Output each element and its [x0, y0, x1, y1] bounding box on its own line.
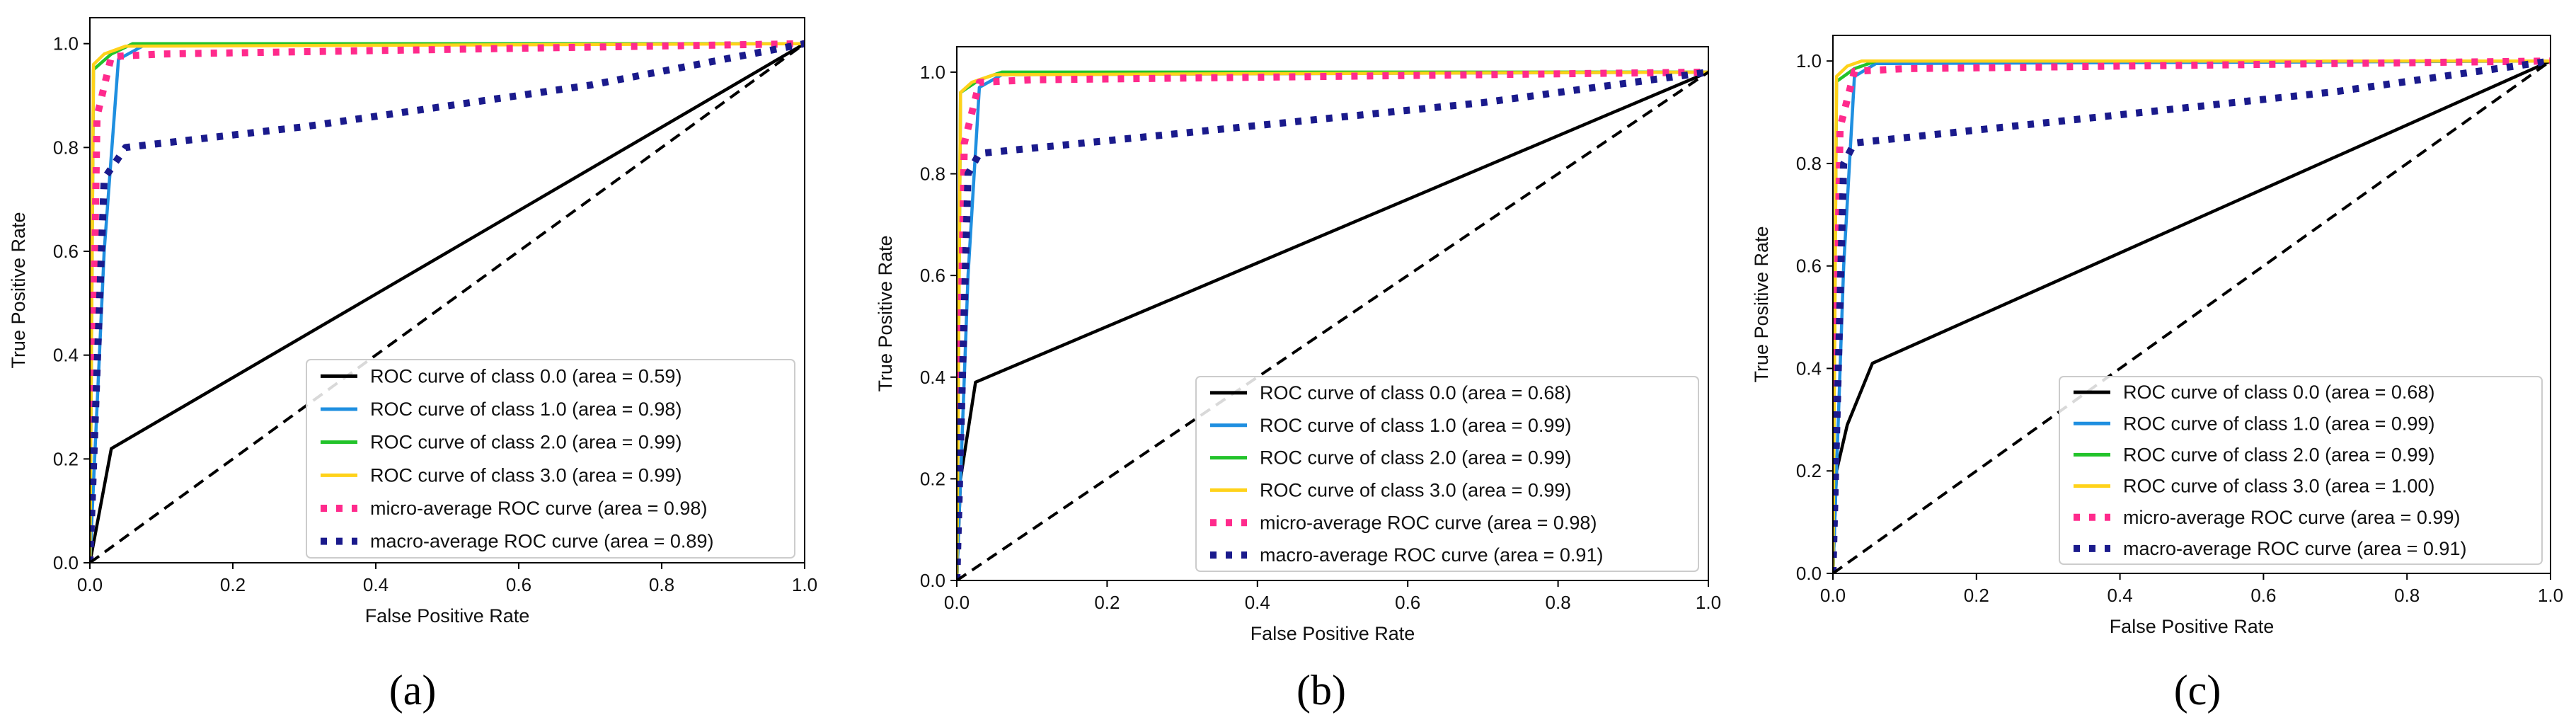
legend-entry-class2: ROC curve of class 2.0 (area = 0.99) [2123, 444, 2434, 465]
legend-entry-class1: ROC curve of class 1.0 (area = 0.99) [2123, 413, 2434, 434]
x-tick-label: 0.8 [2394, 585, 2420, 606]
x-tick-label: 0.0 [1820, 585, 1846, 606]
legend: ROC curve of class 0.0 (area = 0.68) ROC … [2059, 376, 2543, 565]
x-tick-label: 0.2 [220, 574, 246, 595]
y-tick-label: 0.6 [1796, 256, 1822, 277]
y-tick-label: 0.4 [53, 345, 79, 366]
y-tick-label: 1.0 [920, 62, 945, 83]
legend-entry-macro: macro-average ROC curve (area = 0.91) [2123, 538, 2466, 559]
y-tick-label: 0.4 [920, 367, 945, 388]
legend-box [1195, 376, 1699, 572]
y-tick-label: 1.0 [53, 33, 79, 55]
legend-box [306, 359, 795, 559]
x-tick-label: 0.2 [1964, 585, 1989, 606]
series-group [1833, 57, 2551, 573]
x-tick-label: 0.8 [1546, 592, 1571, 613]
series-group [90, 40, 805, 563]
legend-entry-macro: macro-average ROC curve (area = 0.91) [1260, 544, 1603, 566]
x-tick-label: 0.4 [2108, 585, 2133, 606]
series-group [957, 68, 1708, 580]
y-axis-label: True Positive Rate [1751, 226, 1772, 382]
x-tick-label: 0.6 [506, 574, 531, 595]
chart-panel-c: 0.0 0.2 0.4 0.6 0.8 1.0 0.0 0.2 0.4 0.6 0.8 1.0 Fals… [1751, 35, 2563, 714]
legend: ROC curve of class 0.0 (area = 0.68) ROC … [1195, 376, 1699, 572]
legend-entry-class2: ROC curve of class 2.0 (area = 0.99) [370, 432, 682, 453]
series-line-chance [957, 71, 1708, 580]
y-tick-label: 0.0 [53, 552, 79, 573]
legend-entry-micro: micro-average ROC curve (area = 0.98) [1260, 512, 1597, 533]
y-tick-label: 0.2 [920, 468, 945, 489]
series-line-macro [957, 68, 1708, 580]
legend-entry-micro: micro-average ROC curve (area = 0.98) [370, 498, 707, 519]
panel-caption: (c) [2174, 667, 2221, 714]
x-tick-label: 0.8 [649, 574, 674, 595]
legend-entry-class0: ROC curve of class 0.0 (area = 0.59) [370, 365, 682, 387]
panel-caption: (a) [389, 667, 437, 714]
legend-entry-class3: ROC curve of class 3.0 (area = 1.00) [2123, 476, 2434, 497]
y-axis-label: True Positive Rate [875, 235, 896, 391]
series-line-macro [1833, 57, 2551, 573]
y-tick-label: 0.0 [920, 570, 945, 591]
x-axis-label: False Positive Rate [2110, 616, 2275, 637]
x-tick-label: 1.0 [792, 574, 817, 595]
legend-entry-class1: ROC curve of class 1.0 (area = 0.98) [370, 399, 682, 420]
x-tick-label: 0.4 [1245, 592, 1270, 613]
legend-entry-class0: ROC curve of class 0.0 (area = 0.68) [1260, 382, 1571, 403]
legend-box [2059, 376, 2543, 565]
y-tick-label: 0.2 [1796, 460, 1822, 481]
y-tick-label: 0.8 [1796, 153, 1822, 174]
axes-frame [956, 46, 1709, 581]
x-tick-label: 1.0 [2538, 585, 2563, 606]
series-line-chance [90, 42, 805, 563]
x-tick-label: 0.4 [363, 574, 389, 595]
y-tick-label: 0.6 [53, 241, 79, 262]
legend-entry-macro: macro-average ROC curve (area = 0.89) [370, 531, 713, 552]
legend-entry-class3: ROC curve of class 3.0 (area = 0.99) [370, 464, 682, 486]
y-tick-label: 0.4 [1796, 357, 1822, 379]
legend-entry-class2: ROC curve of class 2.0 (area = 0.99) [1260, 447, 1571, 469]
y-tick-label: 0.8 [53, 137, 79, 158]
series-line-class3 [957, 70, 1708, 580]
x-tick-label: 0.0 [944, 592, 970, 613]
series-line-micro [957, 68, 1708, 580]
legend-entry-class3: ROC curve of class 3.0 (area = 0.99) [1260, 479, 1571, 500]
series-line-micro [90, 40, 805, 563]
panel-caption: (b) [1296, 667, 1346, 714]
x-tick-label: 0.6 [1395, 592, 1420, 613]
legend-entry-micro: micro-average ROC curve (area = 0.99) [2123, 507, 2460, 528]
x-tick-label: 1.0 [1696, 592, 1721, 613]
y-tick-label: 0.6 [920, 265, 945, 286]
legend-entry-class1: ROC curve of class 1.0 (area = 0.99) [1260, 415, 1571, 436]
y-tick-label: 1.0 [1796, 50, 1822, 71]
series-line-class0 [90, 42, 805, 563]
x-tick-label: 0.6 [2250, 585, 2276, 606]
axes-frame [1832, 35, 2551, 574]
x-axis-label: False Positive Rate [365, 605, 530, 626]
x-axis-label: False Positive Rate [1250, 623, 1415, 644]
chart-panel-a: 0.0 0.2 0.4 0.6 0.8 1.0 0.0 0.2 0.4 0.6 0.8 1.0 Fals… [8, 17, 817, 714]
y-tick-label: 0.0 [1796, 563, 1822, 584]
x-tick-label: 0.0 [77, 574, 103, 595]
y-tick-label: 0.2 [53, 448, 79, 469]
chart-panel-b: 0.0 0.2 0.4 0.6 0.8 1.0 0.0 0.2 0.4 0.6 0.8 1.0 Fals… [875, 46, 1721, 714]
axes-frame [89, 17, 805, 563]
legend: ROC curve of class 0.0 (area = 0.59) ROC … [306, 359, 795, 559]
y-tick-label: 0.8 [920, 164, 945, 185]
x-tick-label: 0.2 [1094, 592, 1120, 613]
y-axis-label: True Positive Rate [8, 212, 29, 368]
legend-entry-class0: ROC curve of class 0.0 (area = 0.68) [2123, 382, 2434, 403]
